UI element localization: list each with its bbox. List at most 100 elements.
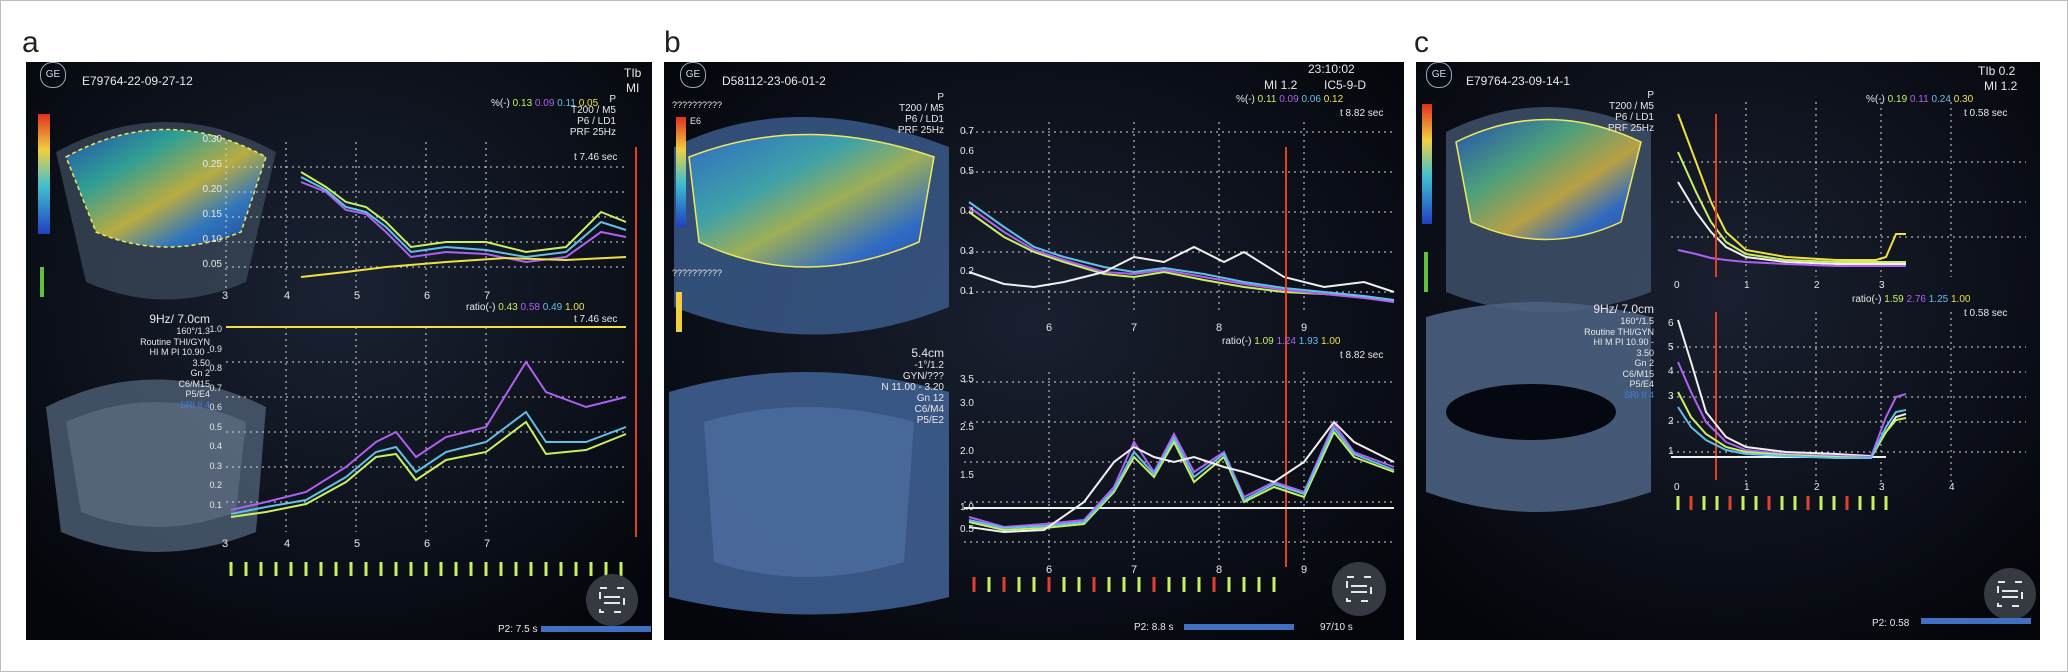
ratio-value: 2.76 bbox=[1906, 294, 1926, 305]
xtick: 7 bbox=[1131, 564, 1138, 576]
setting-line: GYN/??? bbox=[902, 371, 944, 382]
xtick: 0 bbox=[1674, 482, 1680, 493]
xtick: 4 bbox=[284, 538, 291, 550]
setting-line: 160°/1.3 bbox=[176, 326, 210, 336]
ratio-value: 1.00 bbox=[1320, 336, 1341, 347]
xtick: 3 bbox=[222, 290, 229, 302]
ytick: 1 bbox=[1668, 446, 1674, 457]
ytick: 3.0 bbox=[960, 398, 974, 409]
setting-line: P5/E4 bbox=[1629, 379, 1654, 389]
setting-line: 9Hz/ 7.0cm bbox=[149, 312, 210, 326]
setting-line: -1°/1.2 bbox=[914, 360, 944, 371]
scale-label: E6 bbox=[690, 116, 702, 126]
setting-line: 160°/1.5 bbox=[1620, 316, 1654, 326]
pct-label: %(-) bbox=[1866, 94, 1885, 105]
ytick: 0.7 bbox=[209, 382, 222, 393]
setting-line: P6 / LD1 bbox=[577, 116, 616, 127]
xtick: 8 bbox=[1216, 322, 1223, 334]
ratio-value: 1.00 bbox=[1950, 294, 1971, 305]
ytick: 4 bbox=[1668, 366, 1674, 377]
setting-line: C6/M15 bbox=[1622, 368, 1654, 379]
ytick: 3 bbox=[1668, 391, 1674, 402]
patient-id: E79764-22-09-27-12 bbox=[82, 74, 193, 88]
pct-value: 0.12 bbox=[1323, 94, 1344, 105]
xtick: 7 bbox=[484, 290, 491, 302]
xtick: 6 bbox=[1046, 322, 1053, 334]
ytick: 1.0 bbox=[209, 324, 222, 334]
xtick: 2 bbox=[1814, 482, 1820, 493]
time-readout: t 8.82 sec bbox=[1340, 108, 1384, 119]
pct-value: 0.06 bbox=[1301, 94, 1321, 105]
ytick: 3.5 bbox=[960, 374, 974, 385]
ratio-value: 1.93 bbox=[1298, 336, 1319, 347]
ytick: 2.0 bbox=[960, 446, 974, 457]
setting-line: 5.4cm bbox=[911, 346, 944, 360]
settings-mid: 9Hz/ 7.0cm 160°/1.3 Routine THI/GYN HI M… bbox=[118, 312, 210, 410]
bot-yticks: 1.0 0.9 0.8 0.7 0.6 0.5 0.4 0.3 0.2 0.1 bbox=[196, 320, 222, 515]
pct-label: %(-) bbox=[491, 98, 510, 109]
setting-line: 9Hz/ 7.0cm bbox=[1593, 302, 1654, 316]
ratio-value: 1.00 bbox=[564, 302, 585, 313]
ytick: 2 bbox=[1668, 416, 1674, 427]
setting-line: 3.50 bbox=[1636, 347, 1654, 358]
setting-line: Routine THI/GYN bbox=[140, 336, 210, 347]
ratio-readout: ratio(-) 1.09 1.24 1.93 1.00 bbox=[1222, 336, 1340, 347]
footer-p2: P2: 0.58 bbox=[1872, 618, 1910, 629]
pct-value: 0.11 bbox=[1257, 94, 1277, 105]
ytick: 0.30 bbox=[202, 134, 222, 145]
pct-value: 0.24 bbox=[1931, 94, 1951, 105]
placeholder-mid: ?????????? bbox=[672, 268, 723, 278]
header-tib: TIb 0.2 bbox=[1978, 64, 2016, 78]
time-readout: t 0.58 sec bbox=[1964, 108, 2008, 119]
xtick: 1 bbox=[1744, 482, 1750, 493]
xtick: 9 bbox=[1301, 322, 1308, 334]
header-mi: MI 1.2 bbox=[1264, 78, 1298, 92]
patient-id: E79764-23-09-14-1 bbox=[1466, 74, 1571, 88]
ratio-value: 0.49 bbox=[542, 302, 563, 313]
ytick: 0.5 bbox=[960, 166, 974, 177]
header-tib: TIb bbox=[624, 66, 642, 80]
ytick: 0.6 bbox=[209, 402, 222, 412]
pct-readout: %(-) 0.13 0.09 0.11 0.05 bbox=[491, 98, 598, 109]
pct-value: 0.09 bbox=[1279, 94, 1299, 105]
ytick: 0.9 bbox=[209, 343, 222, 354]
time-readout-2: t 0.58 sec bbox=[1964, 308, 2008, 319]
xtick: 6 bbox=[1046, 564, 1053, 576]
xtick: 6 bbox=[424, 290, 431, 302]
ytick: 1.5 bbox=[960, 470, 974, 481]
setting-line: Routine THI/GYN bbox=[1584, 326, 1654, 337]
pct-value: 0.30 bbox=[1953, 94, 1974, 105]
xtick: 4 bbox=[1949, 482, 1955, 493]
ytick: 0.25 bbox=[202, 159, 222, 170]
time-readout-2: t 8.82 sec bbox=[1340, 350, 1384, 361]
ratio-value: 1.25 bbox=[1928, 294, 1949, 305]
setting-line: P6 / LD1 bbox=[1615, 112, 1654, 123]
setting-line: P5/E2 bbox=[916, 415, 944, 426]
brand-logo: GE bbox=[680, 62, 706, 88]
setting-line: C6/M15 bbox=[178, 378, 210, 389]
pct-value: 0.05 bbox=[578, 98, 599, 109]
ytick: 6 bbox=[1668, 318, 1674, 329]
xtick: 5 bbox=[354, 538, 361, 550]
xtick: 8 bbox=[1216, 564, 1223, 576]
setting-line: P6 / LD1 bbox=[905, 114, 944, 125]
ratio-label: ratio(-) bbox=[1222, 336, 1252, 347]
patient-id: D58112-23-06-01-2 bbox=[722, 74, 826, 88]
panel-label-b: b bbox=[664, 26, 681, 59]
header-mi: MI bbox=[626, 81, 640, 95]
setting-line: Gn 2 bbox=[190, 368, 210, 378]
pct-value: 0.11 bbox=[1909, 94, 1929, 105]
ratio-readout: ratio(-) 0.43 0.58 0.49 1.00 bbox=[466, 302, 584, 313]
ratio-value: 0.43 bbox=[498, 302, 518, 313]
ratio-value: 1.59 bbox=[1884, 294, 1904, 305]
setting-line: N 11.00 - 3.20 bbox=[881, 382, 944, 393]
header-clock: 23:10:02 bbox=[1308, 62, 1355, 76]
ytick: 0.05 bbox=[202, 259, 222, 270]
setting-line: P bbox=[609, 94, 616, 105]
settings-mid: 9Hz/ 7.0cm 160°/1.5 Routine THI/GYN HI M… bbox=[1562, 302, 1654, 400]
pct-label: %(-) bbox=[1236, 94, 1255, 105]
ytick: 0.6 bbox=[960, 146, 974, 157]
ytick: 0.5 bbox=[209, 421, 222, 432]
setting-line: PRF 25Hz bbox=[897, 125, 944, 136]
ratio-readout: ratio(-) 1.59 2.76 1.25 1.00 bbox=[1852, 294, 1970, 305]
